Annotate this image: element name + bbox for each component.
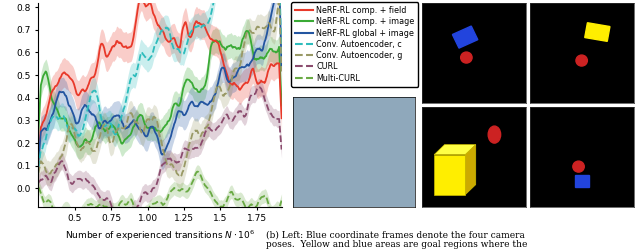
Polygon shape	[465, 145, 476, 195]
Polygon shape	[434, 155, 465, 195]
Bar	[575, 175, 589, 187]
X-axis label: Number of experienced transitions $N \cdot 10^6$: Number of experienced transitions $N \cd…	[65, 229, 255, 243]
Polygon shape	[434, 145, 476, 155]
Polygon shape	[585, 23, 610, 41]
Circle shape	[576, 55, 588, 66]
Ellipse shape	[488, 126, 500, 143]
Legend: NeRF-RL comp. + field, NeRF-RL comp. + image, NeRF-RL global + image, Conv. Auto: NeRF-RL comp. + field, NeRF-RL comp. + i…	[291, 2, 419, 87]
Polygon shape	[452, 26, 478, 48]
Circle shape	[573, 161, 584, 172]
Circle shape	[461, 52, 472, 63]
Text: (b) Left: Blue coordinate frames denote the four camera
poses.  Yellow and blue : (b) Left: Blue coordinate frames denote …	[266, 230, 527, 249]
